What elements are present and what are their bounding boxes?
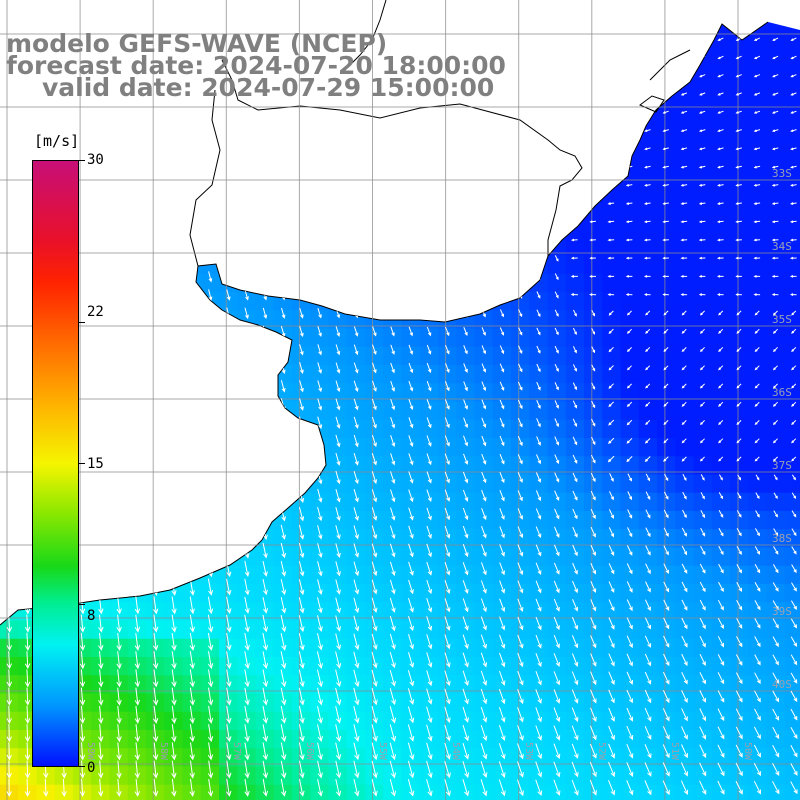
lat-label-34s: 34S — [772, 240, 792, 253]
forecast-date: forecast date: 2024-07-20 18:00:00 — [6, 51, 506, 80]
colorbar-tickmark — [79, 160, 85, 161]
colorbar — [32, 160, 79, 767]
lon-label-58w: 58W — [158, 742, 169, 761]
lon-label-56w: 56W — [304, 742, 315, 761]
model-title: modelo GEFS-WAVE (NCEP) — [6, 29, 388, 58]
lon-label-52w: 52W — [596, 742, 607, 761]
colorbar-tickmark — [79, 321, 85, 323]
lat-label-40s: 40S — [772, 678, 792, 691]
lat-label-39s: 39S — [772, 605, 792, 618]
colorbar-unit: [m/s] — [34, 132, 80, 150]
colorbar-tickmark — [79, 766, 85, 767]
lon-label-53w: 53W — [523, 742, 534, 761]
coastline — [0, 0, 769, 626]
lat-label-38s: 38S — [772, 532, 792, 545]
lon-label-57w: 57W — [231, 742, 242, 761]
valid-date: valid date: 2024-07-29 15:00:00 — [42, 73, 495, 102]
lat-label-36s: 36S — [772, 386, 792, 399]
lat-label-33s: 33S — [772, 167, 792, 180]
lon-label-51w: 51W — [669, 742, 680, 761]
colorbar-tick-15: 15 — [87, 456, 104, 472]
colorbar-tick-22: 22 — [87, 304, 104, 320]
lat-label-37s: 37S — [772, 459, 792, 472]
colorbar-tick-8: 8 — [87, 608, 96, 624]
colorbar-tick-0: 0 — [87, 760, 96, 776]
colorbar-tickmark — [79, 463, 85, 464]
lon-label-59w: 59W — [85, 742, 96, 761]
colorbar-tickmark — [79, 604, 85, 606]
colorbar-tick-30: 30 — [87, 152, 104, 168]
lon-label-55w: 55W — [377, 742, 388, 761]
lon-label-54w: 54W — [450, 742, 461, 761]
lon-label-50w: 50W — [742, 742, 753, 761]
lat-label-35s: 35S — [772, 313, 792, 326]
